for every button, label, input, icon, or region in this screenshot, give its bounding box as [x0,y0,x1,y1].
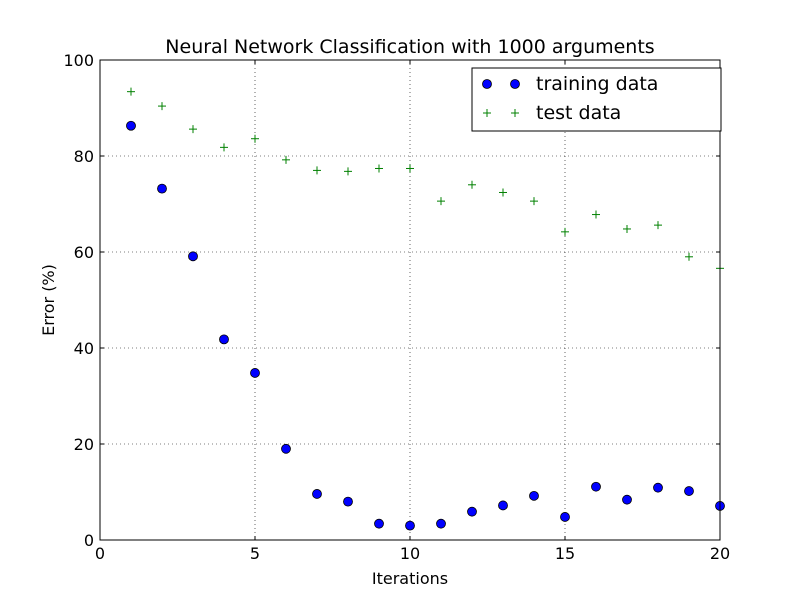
legend-marker [483,109,491,117]
legend-label: training data [536,73,658,95]
data-point [219,334,229,345]
legend: training data test data [471,67,722,132]
data-point [188,251,198,262]
legend-entry: test data [483,102,621,124]
series-training [126,120,725,531]
x-tick-label: 10 [400,544,420,563]
data-point [436,518,446,529]
data-point [529,490,539,501]
data-point [189,125,197,134]
y-tick-label: 40 [74,339,94,358]
data-point [343,496,353,507]
data-point [313,166,321,175]
data-point [312,489,322,499]
data-point [126,120,136,131]
legend-entry: training data [482,73,658,95]
x-tick-label: 0 [95,544,105,563]
x-tick-label: 15 [555,544,575,563]
x-tick-label: 5 [250,544,260,563]
legend-marker [510,79,520,89]
data-point [560,512,570,522]
data-point [622,494,632,505]
legend-marker [482,79,492,89]
data-point [467,506,477,517]
data-point [530,197,538,206]
data-point [157,183,167,194]
data-layer [126,87,725,531]
legend-entries: training data test data [482,73,658,124]
data-point [653,482,663,493]
x-axis-label: Iterations [372,569,448,588]
data-point [127,87,135,96]
y-tick-label: 20 [74,435,94,454]
data-point [561,227,569,236]
grid-layer [100,60,720,540]
data-point [158,102,166,111]
data-point [250,368,260,378]
data-point [251,134,259,143]
data-point [437,197,445,206]
y-tick-label: 0 [84,531,94,550]
legend-marker [511,109,519,117]
data-point [654,221,662,230]
data-point [406,164,414,173]
x-tick-label: 20 [710,544,730,563]
data-point [468,180,476,189]
data-point [375,164,383,173]
chart-title: Neural Network Classification with 1000 … [165,36,654,58]
data-point [374,518,384,529]
data-point [344,167,352,176]
data-point [499,188,507,197]
y-tick-label: 80 [74,147,94,166]
data-point [405,520,415,531]
data-point [591,481,601,492]
y-axis-label: Error (%) [39,264,58,336]
tick-layer: 0 5 10 15 20 0 20 40 60 80 100 [63,51,730,563]
data-point [281,443,291,454]
y-tick-label: 60 [74,243,94,262]
legend-label: test data [536,102,621,124]
y-tick-label: 100 [63,51,94,70]
data-point [592,210,600,219]
legend-box [471,67,722,132]
data-point [220,143,228,152]
data-point [282,155,290,164]
data-point [498,500,508,511]
data-point [623,224,631,233]
data-point [684,486,694,496]
data-point [685,252,693,261]
